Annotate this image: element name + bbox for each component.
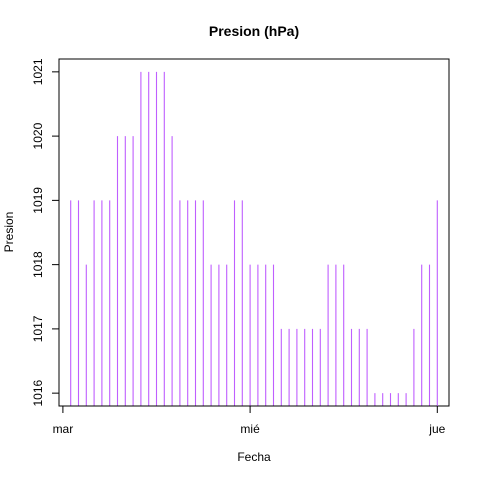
y-tick-label-1: 1017 <box>31 315 45 342</box>
y-tick-label-0: 1016 <box>31 379 45 406</box>
x-tick-label-0: mar <box>53 422 74 436</box>
x-tick-label-2: jue <box>428 422 445 436</box>
bars-group <box>70 71 438 406</box>
y-tick-label-3: 1019 <box>31 187 45 214</box>
x-tick-label-1: mié <box>240 422 260 436</box>
y-axis-label: Presion <box>2 212 16 253</box>
x-axis-label: Fecha <box>237 450 271 464</box>
x-axis: mar mié jue <box>53 405 446 436</box>
chart-title: Presion (hPa) <box>209 23 299 39</box>
y-tick-label-2: 1018 <box>31 251 45 278</box>
y-axis: 1016 1017 1018 1019 1020 1021 <box>31 58 60 406</box>
y-tick-label-5: 1021 <box>31 58 45 85</box>
y-tick-label-4: 1020 <box>31 122 45 149</box>
